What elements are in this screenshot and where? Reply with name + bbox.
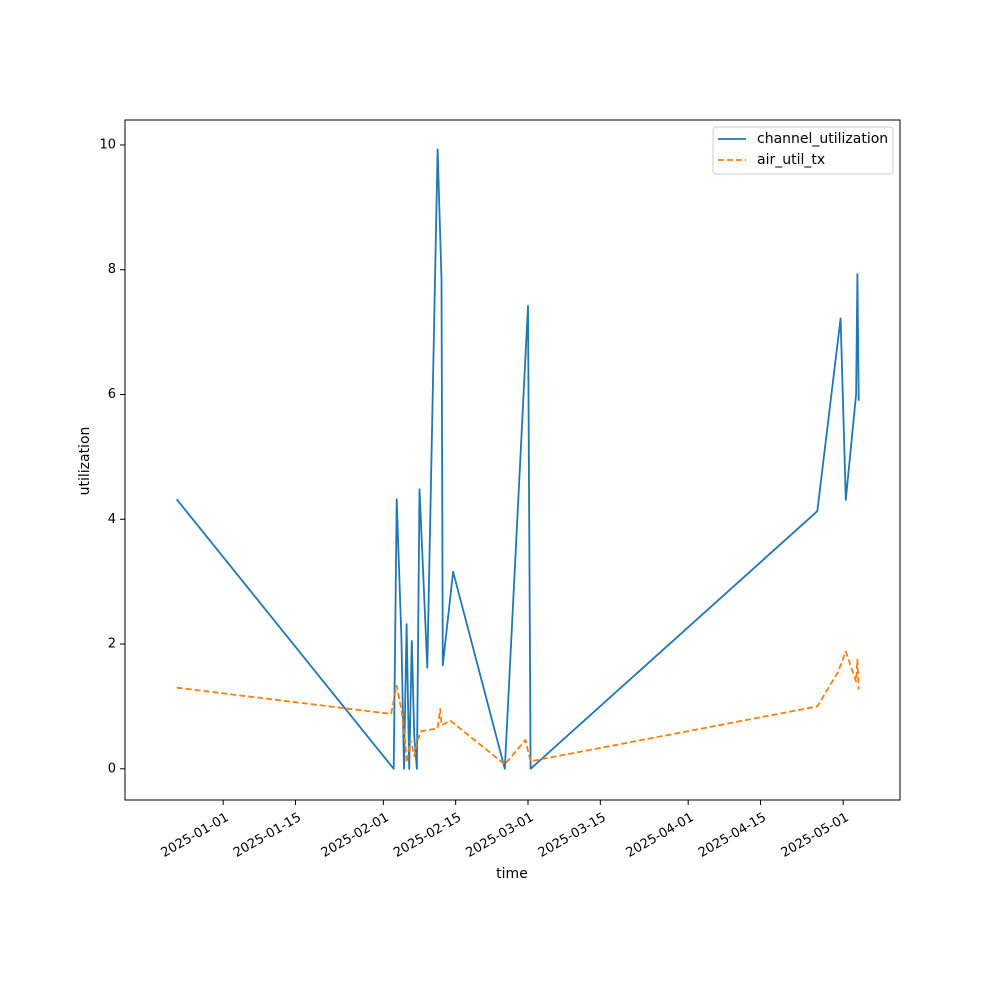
- y-axis: 0 2 4 6 8 10: [99, 137, 125, 776]
- y-axis-label: utilization: [77, 427, 93, 496]
- x-axis-label: time: [496, 866, 528, 882]
- legend-box: [712, 126, 894, 175]
- legend-label: air_util_tx: [757, 152, 825, 168]
- y-tick-label: 6: [108, 387, 116, 402]
- y-tick-label: 8: [108, 262, 116, 277]
- series-line-air-util-tx: [176, 650, 860, 766]
- y-tick-label: 2: [108, 637, 116, 652]
- series-line-channel-utilization: [175, 148, 860, 770]
- y-tick-label: 0: [108, 761, 116, 776]
- series-layer: [175, 148, 860, 770]
- y-tick-label: 4: [108, 512, 116, 527]
- legend-label: channel_utilization: [757, 131, 888, 147]
- y-tick-label: 10: [99, 137, 116, 152]
- legend: channel_utilization air_util_tx: [712, 126, 894, 175]
- plot-frame: [124, 119, 901, 801]
